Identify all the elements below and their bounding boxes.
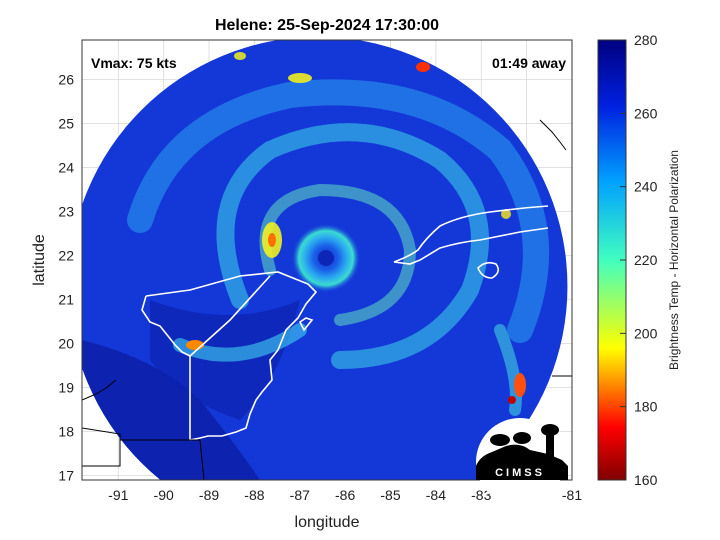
x-tick-label-7: -84 — [426, 487, 446, 503]
svg-text:CIMSS: CIMSS — [495, 467, 545, 479]
coastlines — [141, 205, 549, 441]
coast-campeche — [141, 295, 191, 357]
chart-title: Helene: 25-Sep-2024 17:30:00 — [215, 17, 439, 34]
y-tick-label-3: 20 — [58, 336, 74, 352]
x-tick-label-1: -90 — [154, 487, 174, 503]
coast-isla-juventud — [477, 261, 500, 279]
colorbar-tick-1: 180 — [634, 399, 658, 415]
y-tick-label-2: 19 — [58, 380, 74, 396]
land-outlines-outside — [82, 119, 572, 480]
coast-gulf — [82, 379, 117, 401]
x-tick-label-3: -88 — [244, 487, 264, 503]
rain-band-inner — [259, 183, 417, 326]
y-tick-label-0: 17 — [58, 468, 74, 484]
storm-eye — [318, 250, 334, 266]
colorbar-tick-6: 280 — [634, 32, 658, 48]
y-tick-labels: 17 18 19 20 21 22 23 24 25 26 — [58, 72, 74, 484]
swath-dark-region — [82, 340, 260, 480]
convection-west-core — [268, 233, 276, 247]
coast-yucatan — [145, 271, 318, 441]
rain-band-mid — [216, 123, 489, 369]
x-tick-label-5: -86 — [335, 487, 355, 503]
colorbar-tick-5: 260 — [634, 105, 658, 121]
y-axis-label: latitude — [31, 234, 48, 286]
colorbar-tick-0: 160 — [634, 472, 658, 488]
x-axis-label: longitude — [295, 514, 360, 531]
convection-ne — [416, 62, 430, 72]
y-tick-label-5: 22 — [58, 248, 74, 264]
convection-east — [514, 373, 526, 397]
x-tick-label-10: -81 — [562, 487, 582, 503]
convection-north — [288, 73, 312, 83]
convection-east-3 — [501, 209, 511, 219]
colorbar-tick-labels: 160 180 200 220 240 260 280 — [620, 32, 658, 488]
time-away-annotation: 01:49 away — [492, 55, 566, 71]
colorbar-label: Brightness Temp - Horizontal Polarizatio… — [667, 150, 681, 370]
coast-florida — [539, 119, 567, 151]
vmax-annotation: Vmax: 75 kts — [91, 55, 177, 71]
axes-frame — [81, 39, 573, 481]
rain-band-east — [494, 324, 522, 416]
x-tick-label-8: -83 — [471, 487, 491, 503]
convection-east-2 — [508, 396, 516, 404]
y-tick-label-7: 24 — [58, 160, 74, 176]
colorbar-tick-3: 220 — [634, 252, 658, 268]
cimss-logo: CIMSS — [476, 418, 568, 506]
x-tick-label-4: -87 — [290, 487, 310, 503]
border-yucatan — [189, 275, 271, 440]
y-tick-label-6: 23 — [58, 204, 74, 220]
border-guatemala — [120, 439, 205, 480]
coast-cuba-s — [393, 227, 549, 265]
rain-band-outer — [127, 79, 549, 343]
y-tick-label-1: 18 — [58, 424, 74, 440]
y-tick-label-4: 21 — [58, 292, 74, 308]
x-tick-label-2: -89 — [199, 487, 219, 503]
y-tick-label-8: 25 — [58, 116, 74, 132]
coast-cozumel — [298, 317, 314, 332]
y-tick-label-9: 26 — [58, 72, 74, 88]
x-tick-label-6: -85 — [380, 487, 400, 503]
convection-north-2 — [234, 52, 246, 60]
x-tick-label-0: -91 — [108, 487, 128, 503]
swath-image — [82, 40, 568, 480]
coast-cuba — [393, 205, 549, 263]
coast-honduras — [82, 427, 121, 467]
colorbar-tick-4: 240 — [634, 179, 658, 195]
colorbar-tick-2: 200 — [634, 325, 658, 341]
